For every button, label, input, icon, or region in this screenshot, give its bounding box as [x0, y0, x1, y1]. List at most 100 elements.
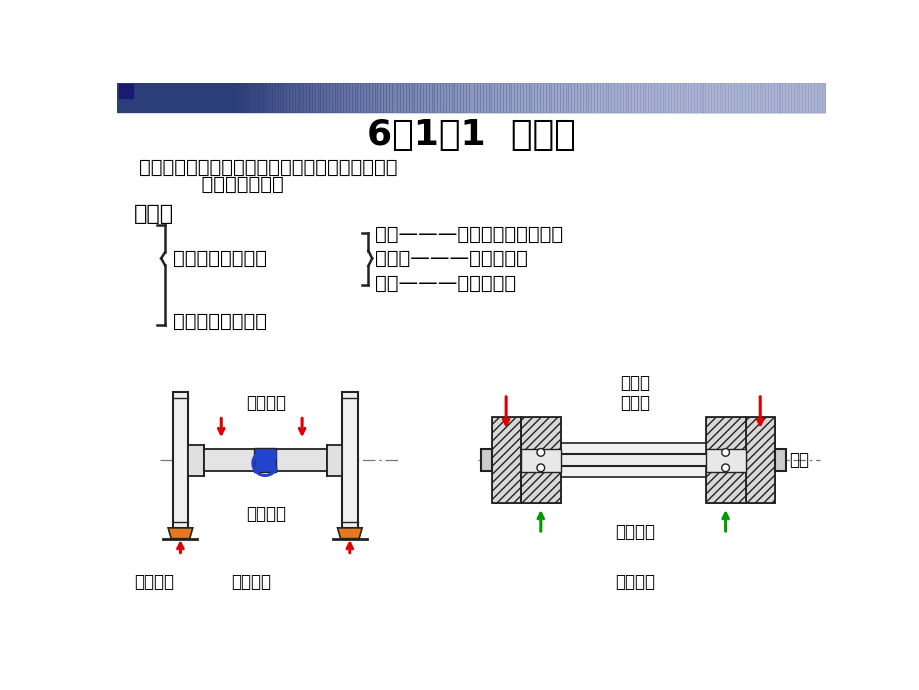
Bar [502, 83, 504, 112]
Bar [774, 83, 776, 112]
Bar [456, 83, 457, 112]
Bar [344, 83, 345, 112]
Bar [448, 83, 449, 112]
Bar [386, 83, 388, 112]
Bar [520, 417, 561, 503]
Bar [810, 83, 811, 112]
Bar [372, 83, 374, 112]
Bar [322, 83, 323, 112]
Bar [776, 83, 777, 112]
Bar [267, 83, 268, 112]
Bar [459, 83, 460, 112]
Bar [394, 83, 395, 112]
Bar [457, 83, 459, 112]
Bar [391, 83, 392, 112]
Bar [805, 83, 806, 112]
Bar [735, 83, 737, 112]
Bar [616, 83, 618, 112]
Bar [815, 83, 817, 112]
Bar [740, 83, 742, 112]
Bar [648, 83, 650, 112]
Bar [477, 83, 479, 112]
Bar [550, 83, 551, 112]
Bar [525, 83, 527, 112]
Bar [548, 83, 550, 112]
Bar [399, 83, 401, 112]
Bar [308, 83, 310, 112]
Bar [711, 83, 712, 112]
Bar [490, 83, 491, 112]
Bar [734, 83, 735, 112]
Text: 支撑反力: 支撑反力 [134, 573, 174, 591]
Bar [787, 83, 788, 112]
Bar [449, 83, 451, 112]
Bar [287, 83, 288, 112]
Bar [508, 83, 509, 112]
Bar [374, 83, 376, 112]
Bar [714, 83, 716, 112]
Bar [625, 83, 627, 112]
Text: 按轴的形状分有：: 按轴的形状分有： [173, 312, 267, 331]
Bar [680, 83, 682, 112]
Bar [254, 83, 255, 112]
Text: 传动轴———只传递扭矩: 传动轴———只传递扭矩 [375, 249, 528, 268]
Bar [684, 83, 685, 112]
Bar [301, 83, 303, 112]
Bar [513, 83, 514, 112]
Bar [705, 417, 744, 503]
Bar [562, 83, 563, 112]
Bar [436, 83, 437, 112]
Bar [288, 83, 289, 112]
Bar [346, 83, 348, 112]
Bar [470, 83, 471, 112]
Bar [651, 83, 652, 112]
Bar [481, 449, 491, 471]
Bar [403, 83, 405, 112]
Bar [499, 83, 500, 112]
Text: 6．1．1  轴分类: 6．1．1 轴分类 [367, 118, 575, 152]
Bar [637, 83, 639, 112]
Bar [764, 83, 765, 112]
Bar [655, 83, 657, 112]
Bar [584, 83, 586, 112]
Bar [582, 83, 584, 112]
Bar [233, 83, 234, 112]
Bar [497, 83, 499, 112]
Bar [465, 83, 466, 112]
Bar [333, 83, 335, 112]
Bar [666, 83, 668, 112]
Bar [753, 83, 754, 112]
Bar [306, 83, 308, 112]
Bar [342, 83, 344, 112]
Bar [678, 83, 680, 112]
Bar [312, 83, 314, 112]
Bar [577, 83, 579, 112]
Bar [273, 83, 274, 112]
Bar [425, 83, 426, 112]
Bar [797, 83, 799, 112]
Bar [329, 83, 331, 112]
Bar [705, 83, 707, 112]
Bar [452, 83, 454, 112]
Bar [528, 83, 529, 112]
Bar [685, 83, 686, 112]
Bar [360, 83, 362, 112]
Bar [743, 83, 744, 112]
Bar [500, 83, 502, 112]
Bar [354, 83, 356, 112]
Bar [187, 444, 203, 475]
Bar [242, 83, 244, 112]
Bar [493, 83, 494, 112]
Bar [654, 83, 655, 112]
Bar [278, 83, 280, 112]
Bar [531, 83, 532, 112]
Polygon shape [168, 528, 193, 539]
Bar [668, 83, 669, 112]
Bar [788, 83, 789, 112]
Bar [757, 83, 759, 112]
Bar [348, 83, 349, 112]
Bar [598, 83, 600, 112]
Bar [119, 84, 132, 98]
Bar [709, 83, 711, 112]
Bar [345, 83, 346, 112]
